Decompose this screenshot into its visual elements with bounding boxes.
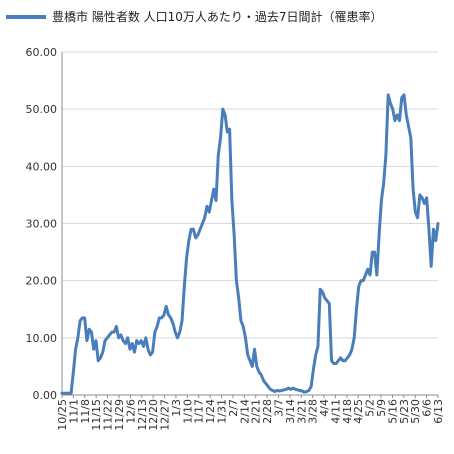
x-tick-label: 5/9 [375,399,388,417]
y-tick-label: 30.00 [26,218,58,231]
y-tick-label: 60.00 [26,46,58,59]
y-tick-label: 40.00 [26,160,58,173]
x-tick-label: 12/6 [124,399,137,424]
x-tick-label: 1/17 [193,399,206,424]
series-group [60,93,440,395]
x-tick-label: 6/6 [421,399,434,417]
x-tick-label: 1/31 [216,399,229,424]
x-tick-label: 1/3 [170,399,183,417]
x-tick-label: 2/21 [250,399,263,424]
x-tick-label: 12/13 [136,399,149,431]
x-tick-label: 4/25 [352,399,365,424]
y-tick-label: 20.00 [26,275,58,288]
series-line [60,93,440,395]
y-axis-tick-labels: 0.00 10.00 20.00 30.00 40.00 50.00 60.00 [26,46,58,402]
x-tick-label: 5/30 [409,399,422,424]
x-tick-label: 1/24 [204,399,217,424]
y-tick-label: 0.00 [33,389,58,402]
x-axis-tick-labels: 10/2511/111/811/1511/2211/2912/612/1312/… [56,395,445,431]
x-tick-label: 12/20 [147,399,160,431]
x-tick-label: 11/29 [113,399,126,431]
x-tick-label: 11/1 [67,399,80,424]
x-tick-label: 5/23 [398,399,411,424]
x-tick-label: 5/2 [364,399,377,417]
x-tick-label: 2/28 [261,399,274,424]
x-tick-label: 6/13 [432,399,445,424]
x-tick-label: 11/22 [102,399,115,431]
x-tick-label: 11/15 [90,399,103,431]
x-tick-label: 3/21 [295,399,308,424]
x-tick-label: 5/16 [386,399,399,424]
gridlines [62,51,438,339]
legend-label: 豊橋市 陽性者数 人口10万人あたり・過去7日間計（罹患率） [52,9,383,24]
x-tick-label: 1/10 [181,399,194,424]
x-tick-label: 11/8 [79,399,92,424]
y-tick-label: 10.00 [26,332,58,345]
x-tick-label: 2/14 [238,399,251,424]
plot-frame [61,52,438,396]
x-tick-label: 4/11 [329,399,342,424]
legend: 豊橋市 陽性者数 人口10万人あたり・過去7日間計（罹患率） [6,9,383,24]
x-tick-label: 4/4 [318,399,331,417]
x-tick-label: 3/28 [307,399,320,424]
x-tick-label: 2/7 [227,399,240,417]
x-tick-label: 3/14 [284,399,297,424]
x-tick-label: 10/25 [56,399,69,431]
x-tick-label: 12/27 [159,399,172,431]
x-tick-label: 3/7 [272,399,285,417]
y-tick-label: 50.00 [26,103,58,116]
x-tick-label: 4/18 [341,399,354,424]
